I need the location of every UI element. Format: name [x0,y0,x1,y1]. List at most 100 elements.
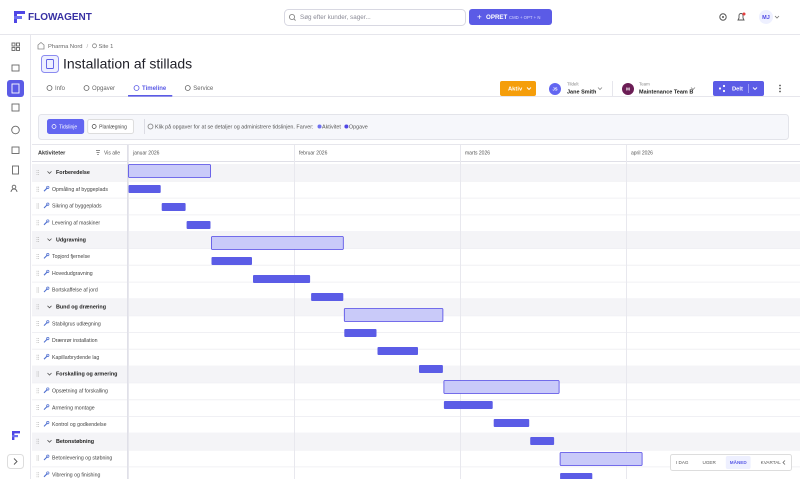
drag-handle[interactable] [36,224,38,226]
drag-handle[interactable] [36,440,38,442]
drag-handle[interactable] [36,289,38,291]
task-bar[interactable] [419,365,443,373]
task-label[interactable]: Kontrol og godkendelse [52,422,107,428]
drag-handle[interactable] [36,459,38,461]
breadcrumb-item[interactable]: Site 1 [98,44,113,50]
drag-handle[interactable] [36,442,38,444]
drag-handle[interactable] [38,440,40,442]
drag-handle[interactable] [38,421,40,423]
settings-icon[interactable] [719,13,727,21]
drag-handle[interactable] [38,289,40,291]
sidebar-expand[interactable] [7,454,24,469]
task-bar[interactable] [311,293,344,301]
group-label[interactable]: Forskalling og armering [56,372,117,378]
user-menu-chevron[interactable] [774,15,780,19]
drag-handle[interactable] [38,373,40,375]
task-bar[interactable] [128,185,161,193]
drag-handle[interactable] [38,188,40,190]
task-label[interactable]: Opmåling af byggeplads [52,186,108,193]
drag-handle[interactable] [38,472,40,474]
drag-handle[interactable] [36,203,38,205]
drag-handle[interactable] [36,257,38,259]
zoom-option[interactable]: KVARTAL [761,460,782,465]
task-bar[interactable] [443,401,493,409]
tab[interactable]: Opgaver [92,86,115,92]
drag-handle[interactable] [38,257,40,259]
activity-bar[interactable] [559,452,643,466]
zoom-option[interactable]: UGER [703,460,717,465]
drag-handle[interactable] [38,457,40,459]
more-menu[interactable] [779,84,781,93]
drag-handle[interactable] [36,222,38,224]
task-label[interactable]: Stabilgrus udlægning [52,321,101,327]
drag-handle[interactable] [38,323,40,325]
drag-handle[interactable] [38,291,40,293]
task-bar[interactable] [186,221,211,229]
drag-handle[interactable] [38,375,40,377]
drag-handle[interactable] [38,337,40,339]
drag-handle[interactable] [36,421,38,423]
activity-bar[interactable] [443,380,560,394]
drag-handle[interactable] [38,392,40,394]
drag-handle[interactable] [38,220,40,222]
share-button[interactable] [713,81,764,96]
drag-handle[interactable] [36,241,38,243]
nav-calendar[interactable] [11,146,20,154]
drag-handle[interactable] [38,222,40,224]
activity-bar[interactable] [211,236,344,250]
drag-handle[interactable] [36,237,38,239]
drag-handle[interactable] [36,321,38,323]
task-bar[interactable] [530,437,555,445]
drag-handle[interactable] [36,207,38,209]
share-chevron[interactable] [752,87,758,91]
task-bar[interactable] [344,329,377,337]
collapse-chevron[interactable] [47,305,52,309]
drag-handle[interactable] [36,291,38,293]
user-avatar[interactable] [759,10,773,24]
drag-handle[interactable] [38,308,40,310]
drag-handle[interactable] [36,255,38,257]
zoom-collapse[interactable] [782,460,786,465]
drag-handle[interactable] [38,423,40,425]
logo-icon[interactable] [14,11,25,23]
drag-handle[interactable] [36,188,38,190]
nav-files[interactable] [12,165,19,175]
drag-handle[interactable] [36,190,38,192]
task-label[interactable]: Opsætning af forskalling [52,388,108,394]
assignee-chevron[interactable] [597,87,603,91]
task-label[interactable]: Armering montage [52,405,95,411]
view-button[interactable] [47,119,85,134]
zoom-option[interactable]: MÅNED [730,459,748,465]
drag-handle[interactable] [38,274,40,276]
drag-handle[interactable] [38,241,40,243]
drag-handle[interactable] [38,358,40,360]
drag-handle[interactable] [36,354,38,356]
breadcrumb-item[interactable]: Pharma Nord [48,44,82,50]
drag-handle[interactable] [36,476,38,478]
drag-handle[interactable] [38,237,40,239]
team-name[interactable]: Maintenance Team B [639,89,693,95]
task-label[interactable]: Drænrør installation [52,338,98,344]
drag-handle[interactable] [36,388,38,390]
drag-handle[interactable] [38,203,40,205]
drag-handle[interactable] [36,339,38,341]
drag-handle[interactable] [36,173,38,175]
task-bar[interactable] [560,473,593,479]
drag-handle[interactable] [38,321,40,323]
drag-handle[interactable] [38,207,40,209]
drag-handle[interactable] [38,169,40,171]
drag-handle[interactable] [36,390,38,392]
drag-handle[interactable] [38,390,40,392]
task-label[interactable]: Betonlevering og støbning [52,456,112,462]
drag-handle[interactable] [36,287,38,289]
nav-time[interactable] [11,125,20,135]
search-box[interactable] [284,9,466,26]
collapse-chevron[interactable] [47,372,52,376]
drag-handle[interactable] [36,205,38,207]
drag-handle[interactable] [36,375,38,377]
drag-handle[interactable] [36,392,38,394]
drag-handle[interactable] [38,438,40,440]
drag-handle[interactable] [36,356,38,358]
team-chevron[interactable] [690,87,696,91]
drag-handle[interactable] [38,255,40,257]
